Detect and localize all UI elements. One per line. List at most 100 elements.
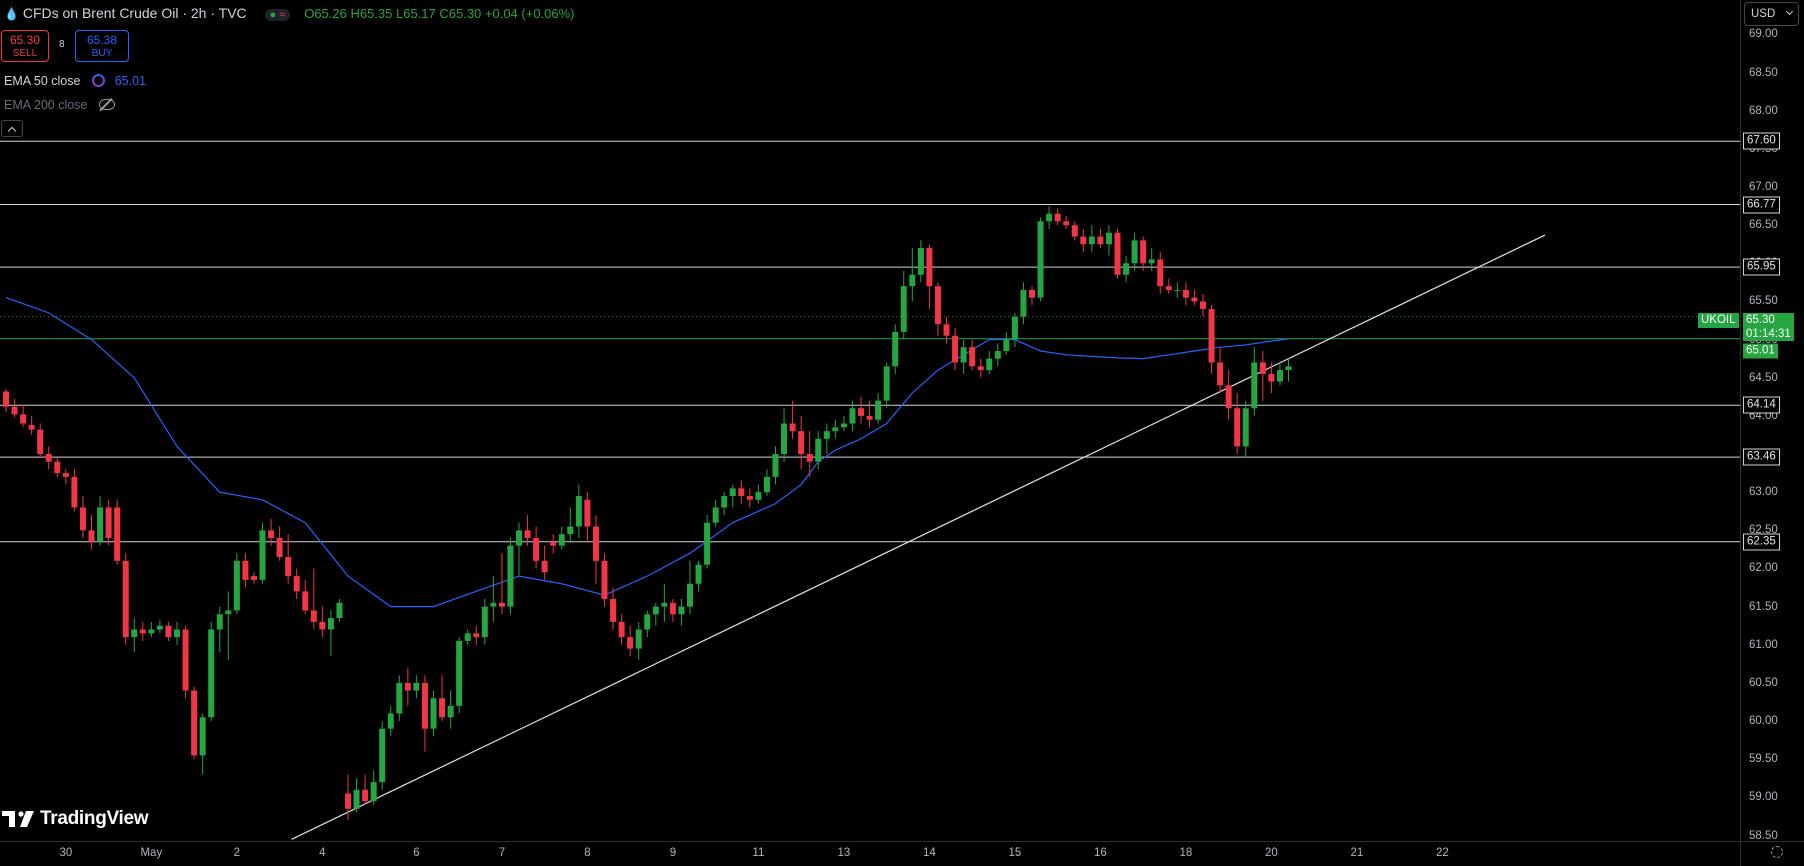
price-axis[interactable]: USD 69.0068.5068.0067.5067.0066.5066.006… <box>1698 0 1804 842</box>
buy-button[interactable]: 65.38 BUY <box>75 30 129 62</box>
candle-body <box>473 633 480 638</box>
candle-body <box>712 507 719 523</box>
candle <box>832 419 839 439</box>
level-price-tag: 67.60 <box>1743 132 1780 150</box>
candle <box>1242 400 1249 458</box>
collapse-legend-button[interactable] <box>1 120 23 137</box>
price-tick-label: 60.00 <box>1749 715 1778 728</box>
candle <box>875 392 882 424</box>
candle <box>969 339 976 371</box>
candle <box>71 469 78 512</box>
candle-body <box>943 324 950 336</box>
candle <box>704 515 711 569</box>
candle <box>250 572 257 584</box>
candle <box>319 606 326 638</box>
candle-body <box>516 530 522 546</box>
candle <box>345 774 351 821</box>
candle-body <box>233 560 240 611</box>
price-tick-label: 66.50 <box>1749 219 1778 232</box>
market-status-icon[interactable]: ● ≈ <box>264 9 291 21</box>
candle-body <box>165 625 172 638</box>
candle <box>54 457 61 477</box>
candle-body <box>28 425 35 430</box>
price-tick-label: 67.00 <box>1749 180 1778 193</box>
candle <box>182 625 189 699</box>
bar-countdown: 01:14:31 <box>1746 328 1791 340</box>
time-tick-label: 22 <box>1435 847 1449 859</box>
candle-body <box>567 526 574 535</box>
candle-body <box>635 629 642 649</box>
price-tick-label: 61.50 <box>1749 600 1778 613</box>
candle-body <box>216 614 223 630</box>
sell-button[interactable]: 65.30 SELL <box>1 30 49 62</box>
candle-body <box>430 698 437 729</box>
eye-hidden-icon[interactable] <box>99 97 116 112</box>
candle-body <box>114 507 121 561</box>
candle <box>122 553 129 645</box>
candle-body <box>1088 236 1095 245</box>
candle-body <box>1097 236 1104 245</box>
candle <box>1003 331 1010 355</box>
tradingview-logo[interactable]: TradingView <box>2 806 149 832</box>
candle-body <box>704 522 711 565</box>
price-tick-label: 60.50 <box>1749 676 1778 689</box>
spread-value: 8 <box>59 39 65 50</box>
candle <box>37 423 44 458</box>
time-axis[interactable]: 30 May 2 4 6 7 8 9 11 13 14 15 16 18 20 21 22 <box>0 841 1740 866</box>
candle-body <box>618 621 625 638</box>
candle-body <box>1174 289 1181 291</box>
candle <box>1148 248 1155 271</box>
candle <box>1268 362 1275 393</box>
candle <box>524 515 531 546</box>
symbol-title[interactable]: CFDs on Brent Crude Oil · 2h · TVC <box>22 5 247 21</box>
candle <box>943 316 950 344</box>
candle <box>858 396 864 424</box>
candle-body <box>892 331 899 367</box>
candle-body <box>1242 408 1249 447</box>
candle <box>627 625 634 657</box>
candle <box>960 339 967 374</box>
candle <box>165 621 172 641</box>
candle <box>353 778 360 813</box>
candle <box>994 343 1001 367</box>
ema200-legend[interactable]: EMA 200 close <box>4 97 116 112</box>
candle <box>900 270 907 340</box>
time-tick-label: 20 <box>1264 847 1278 859</box>
candle-body <box>345 793 351 809</box>
candle <box>584 492 591 542</box>
candle-body <box>456 640 463 706</box>
settings-gear-icon[interactable] <box>1771 846 1783 858</box>
candle-body <box>3 391 9 407</box>
price-tick-label: 64.50 <box>1749 371 1778 384</box>
time-tick-label: 8 <box>584 847 591 859</box>
sell-label: SELL <box>12 48 38 59</box>
candle-body <box>541 560 548 573</box>
candle <box>926 244 933 310</box>
candle-body <box>1225 385 1232 409</box>
currency-select[interactable]: USD <box>1744 2 1799 26</box>
ema50-legend[interactable]: EMA 50 close 65.01 <box>4 73 146 88</box>
candle <box>302 579 309 615</box>
candle-body <box>421 682 428 729</box>
time-tick-label: 2 <box>233 847 241 859</box>
candle-body <box>926 248 933 287</box>
price-chart[interactable] <box>0 0 1740 841</box>
candle <box>473 625 480 645</box>
price-tick-label: 69.00 <box>1749 28 1778 41</box>
axis-corner[interactable] <box>1740 841 1804 866</box>
candle <box>268 518 275 546</box>
candle <box>652 602 659 626</box>
candle-body <box>840 423 847 428</box>
candle-body <box>362 789 369 802</box>
candle <box>131 618 138 653</box>
candle-body <box>105 507 112 538</box>
candle-body <box>746 495 753 500</box>
candle <box>661 583 668 622</box>
candle-body <box>1148 259 1155 264</box>
sell-price: 65.30 <box>9 33 41 47</box>
wave-icon: ≈ <box>279 9 286 21</box>
level-price-tag: 62.35 <box>1743 533 1780 551</box>
candle <box>883 362 890 409</box>
candle-body <box>1071 225 1078 237</box>
candle <box>1063 215 1070 229</box>
